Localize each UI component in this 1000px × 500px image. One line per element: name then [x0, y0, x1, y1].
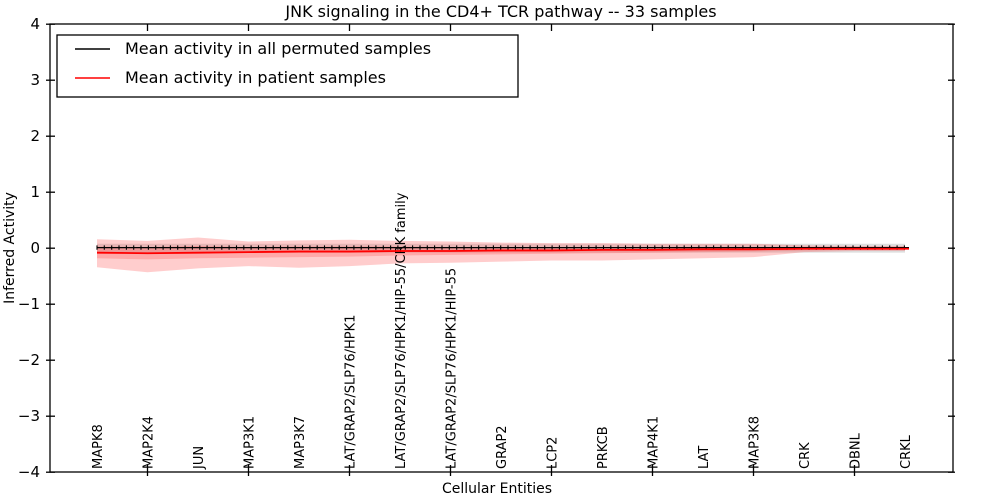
legend-entry: Mean activity in patient samples — [75, 68, 386, 87]
x-tick-label: MAP3K7 — [293, 416, 308, 469]
x-tick-label: MAPK8 — [91, 424, 106, 469]
legend: Mean activity in all permuted samples Me… — [56, 34, 519, 98]
y-tick-label: 3 — [30, 71, 40, 89]
y-tick-label: 4 — [30, 15, 40, 33]
x-tick-label: CRK — [798, 442, 813, 469]
x-tick-label: PRKCB — [596, 426, 611, 469]
x-tick-label: LAT/GRAP2/SLP76/HPK1/HIP-55/CRK family — [394, 192, 409, 469]
x-tick-label: LAT/GRAP2/SLP76/HPK1 — [344, 315, 359, 469]
x-tick-label: MAP3K8 — [748, 416, 763, 469]
legend-entry: Mean activity in all permuted samples — [75, 39, 431, 58]
series-line-patient — [96, 247, 909, 255]
marker-ticks — [96, 245, 905, 250]
x-tick-label: CRKL — [899, 434, 914, 469]
y-tick-label: −3 — [18, 407, 40, 425]
y-tick-label: 0 — [30, 239, 40, 257]
x-tick-label: JUN — [192, 446, 207, 470]
chart-title: JNK signaling in the CD4+ TCR pathway --… — [284, 2, 716, 21]
x-tick-label: LAT — [697, 446, 712, 469]
legend-box — [56, 34, 519, 98]
legend-label-patient: Mean activity in patient samples — [125, 68, 386, 87]
plot-area: −4 −3 −2 −1 0 1 2 3 4 MAPK8 MAP2K4 JUN MAP3K1 MAP3K7 L… — [18, 15, 955, 481]
y-tick-label: −4 — [18, 463, 40, 481]
y-tick-label: −1 — [18, 295, 40, 313]
y-tick-label: 2 — [30, 127, 40, 145]
y-tick-label: −2 — [18, 351, 40, 369]
x-tick-label: MAP3K1 — [243, 416, 258, 469]
x-axis-label: Cellular Entities — [442, 481, 552, 497]
y-axis-label: Inferred Activity — [2, 192, 18, 304]
x-tick-label: GRAP2 — [495, 425, 510, 469]
band-patient-range-outer — [97, 237, 905, 273]
x-tick-label: DBNL — [849, 432, 864, 469]
y-tick-label: 1 — [30, 183, 40, 201]
x-tick-label: MAP4K1 — [647, 416, 662, 469]
x-tick-label: LAT/GRAP2/SLP76/HPK1/HIP-55 — [445, 268, 460, 469]
x-tick-label: LCP2 — [546, 437, 561, 469]
legend-label-permuted: Mean activity in all permuted samples — [125, 39, 431, 58]
x-tick-label: MAP2K4 — [142, 416, 157, 469]
